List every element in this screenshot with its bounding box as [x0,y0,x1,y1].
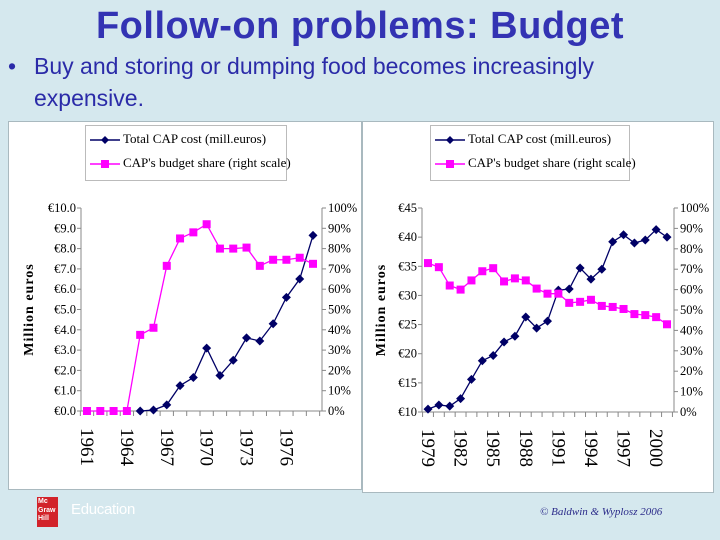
legend-item-share: CAP's budget share (right scale) [90,154,291,172]
diamond-marker-icon [435,136,465,145]
legend-label: Total CAP cost (mill.euros) [123,131,267,146]
legend-item-cost: Total CAP cost (mill.euros) [435,130,611,148]
legend-item-share: CAP's budget share (right scale) [435,154,636,172]
bullet-point: • Buy and storing or dumping food become… [8,50,708,114]
legend-label: CAP's budget share (right scale) [123,155,291,170]
legend-chart-2: Total CAP cost (mill.euros) CAP's budget… [430,125,636,181]
mcgraw-hill-logo: Mc Graw Hill [37,497,58,527]
logo-education-text: Education [71,501,136,518]
bullet-text: Buy and storing or dumping food becomes … [34,53,594,111]
legend-label: CAP's budget share (right scale) [468,155,636,170]
bullet-marker: • [8,53,17,79]
copyright-text: © Baldwin & Wyplosz 2006 [540,506,663,518]
slide-title: Follow-on problems: Budget [95,5,625,47]
legend-chart-1: Total CAP cost (mill.euros) CAP's budget… [85,125,291,181]
legend-label: Total CAP cost (mill.euros) [468,131,612,146]
legend-item-cost: Total CAP cost (mill.euros) [90,130,266,148]
square-marker-icon [435,160,465,169]
diamond-marker-icon [90,136,120,145]
square-marker-icon [90,160,120,169]
